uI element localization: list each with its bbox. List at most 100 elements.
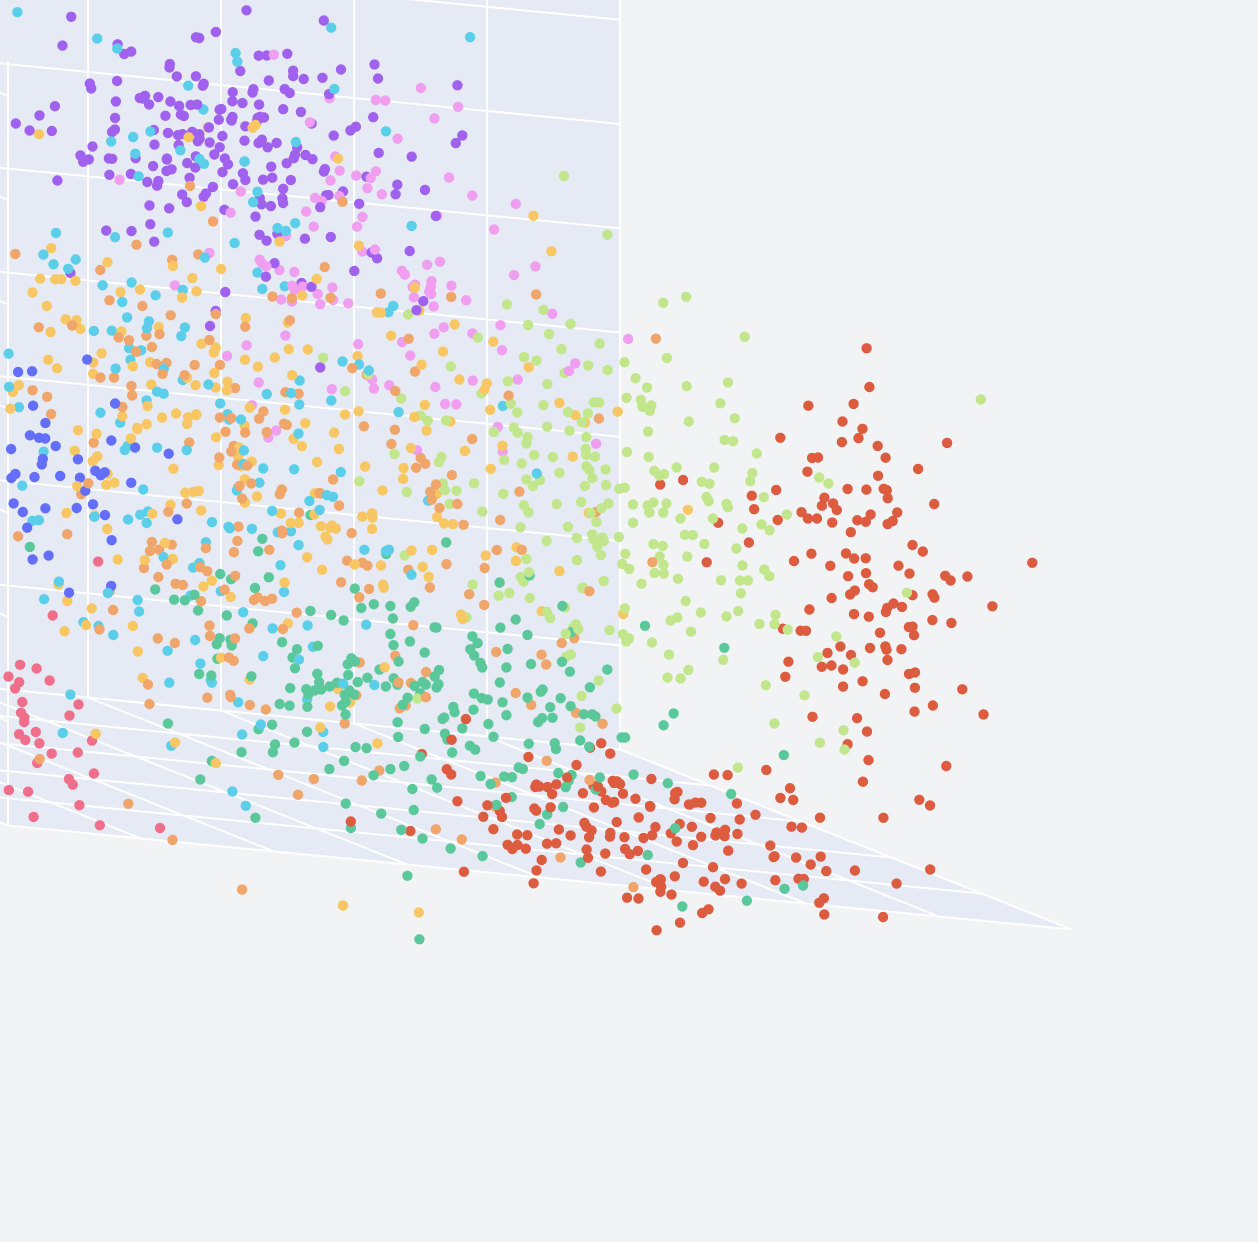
data-point (99, 467, 111, 478)
data-point (658, 559, 669, 571)
data-point (392, 717, 403, 728)
data-point (246, 671, 257, 682)
data-point (272, 222, 283, 234)
data-point (284, 315, 296, 326)
data-point (184, 180, 196, 192)
data-point (538, 400, 549, 411)
data-point (324, 763, 335, 775)
data-point (239, 354, 251, 365)
data-point (745, 476, 756, 487)
data-point (27, 287, 38, 298)
data-point (679, 529, 691, 540)
data-point (340, 386, 351, 397)
data-point (108, 372, 120, 383)
data-point (269, 739, 281, 750)
data-point (182, 157, 193, 169)
data-point (461, 295, 472, 306)
data-point (822, 647, 833, 659)
data-point (163, 203, 175, 214)
data-point (302, 701, 313, 712)
data-point (204, 620, 215, 631)
data-point (217, 130, 228, 142)
data-point (255, 719, 266, 730)
data-point (265, 200, 277, 212)
data-point (497, 400, 509, 412)
data-point (88, 325, 100, 337)
data-point (5, 443, 17, 455)
data-point (565, 318, 576, 330)
data-point (557, 801, 569, 813)
data-point (655, 479, 666, 490)
data-point (150, 584, 161, 595)
data-point (521, 474, 532, 485)
data-point (160, 110, 171, 122)
data-point (102, 587, 114, 599)
data-point (41, 300, 52, 312)
data-point (909, 667, 921, 678)
data-point (617, 788, 629, 799)
data-point (496, 811, 508, 823)
data-point (594, 338, 605, 349)
data-point (224, 523, 235, 534)
data-point (312, 288, 323, 300)
data-point (852, 515, 863, 526)
data-point (88, 437, 99, 448)
data-point (715, 398, 726, 409)
data-point (387, 613, 399, 624)
data-point (731, 798, 743, 809)
data-point (318, 352, 329, 363)
data-point (117, 411, 128, 422)
data-point (639, 620, 651, 631)
data-point (33, 514, 45, 526)
data-point (547, 451, 559, 463)
data-point (570, 619, 582, 630)
data-point (17, 480, 28, 491)
data-point (256, 134, 268, 145)
data-point (719, 824, 731, 835)
data-point (232, 56, 243, 67)
data-point (612, 406, 623, 417)
data-point (62, 263, 74, 274)
data-point (135, 509, 146, 520)
data-point (207, 181, 219, 193)
data-point (30, 726, 41, 738)
data-point (288, 70, 299, 82)
data-point (650, 821, 661, 833)
data-point (393, 656, 404, 667)
data-point (301, 726, 313, 737)
data-point (734, 575, 746, 586)
data-point (308, 773, 319, 785)
data-point (501, 710, 512, 721)
data-point (796, 822, 808, 833)
data-point (3, 381, 15, 392)
data-point (680, 595, 691, 607)
data-point (210, 758, 222, 769)
data-point (908, 630, 920, 641)
data-point (816, 661, 827, 672)
data-point (325, 292, 336, 303)
data-point (696, 797, 707, 808)
data-point (534, 818, 545, 830)
data-point (707, 513, 719, 524)
data-point (419, 184, 431, 196)
data-point (236, 729, 248, 740)
data-point (260, 704, 271, 715)
data-point (50, 274, 61, 285)
data-point (221, 610, 232, 621)
data-point (288, 464, 300, 475)
data-point (751, 448, 762, 459)
data-point (483, 718, 494, 730)
data-point (324, 701, 336, 712)
data-point (571, 554, 583, 566)
data-point (214, 452, 225, 463)
data-point (200, 542, 212, 554)
data-point (437, 346, 449, 357)
data-point (46, 242, 57, 254)
data-point (687, 529, 698, 541)
data-point (151, 442, 163, 453)
data-point (179, 595, 191, 606)
data-point (209, 367, 220, 379)
data-point (70, 275, 81, 286)
data-point (336, 700, 348, 711)
